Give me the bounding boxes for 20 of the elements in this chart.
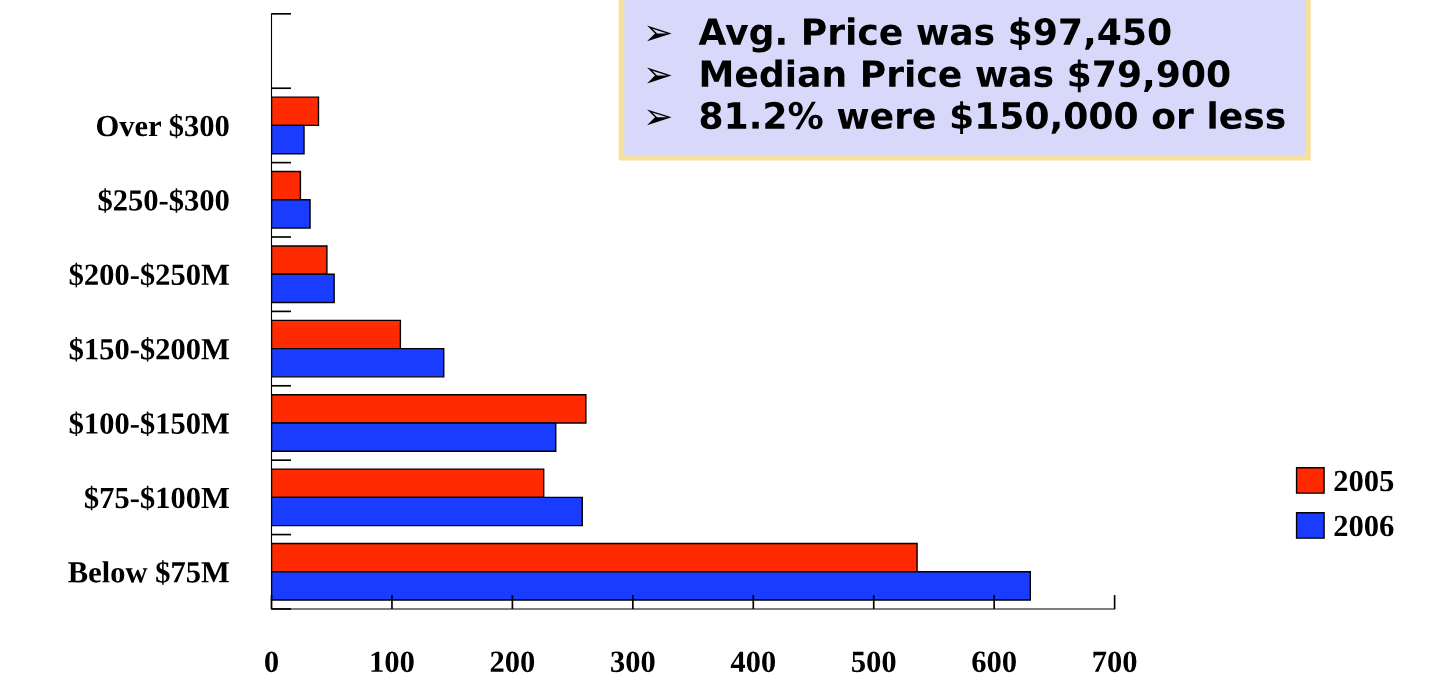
y-tick-label: $200-$250M: [69, 262, 229, 288]
annotation: ➢ 81.2% were $150,000 or less: [647, 101, 1285, 134]
x-tick-label: 100: [371, 651, 414, 673]
x-tick-label: 0: [265, 651, 278, 673]
legend-label: 2006: [1334, 515, 1394, 537]
y-tick-label: $250-$300: [98, 188, 229, 213]
x-tick-label: 500: [852, 651, 896, 673]
x-tick-label: 300: [611, 651, 655, 673]
y-tick-label: Over $300: [96, 113, 229, 139]
annotation: ➢ Avg. Price was $97,450: [647, 17, 1171, 53]
x-tick-label: 200: [490, 651, 535, 673]
legend-label: 2005: [1334, 470, 1394, 492]
y-tick-label: $75-$100M: [84, 485, 229, 511]
x-tick-label: 400: [730, 651, 776, 673]
y-tick-label: Below $75M: [68, 560, 229, 585]
annotation: ➢ Median Price was $79,900: [647, 59, 1230, 93]
y-tick-label: $100-$150M: [69, 411, 229, 436]
x-tick-label: 700: [1093, 651, 1137, 673]
x-tick-label: 600: [972, 651, 1016, 673]
y-tick-label: $150-$200M: [69, 337, 229, 362]
